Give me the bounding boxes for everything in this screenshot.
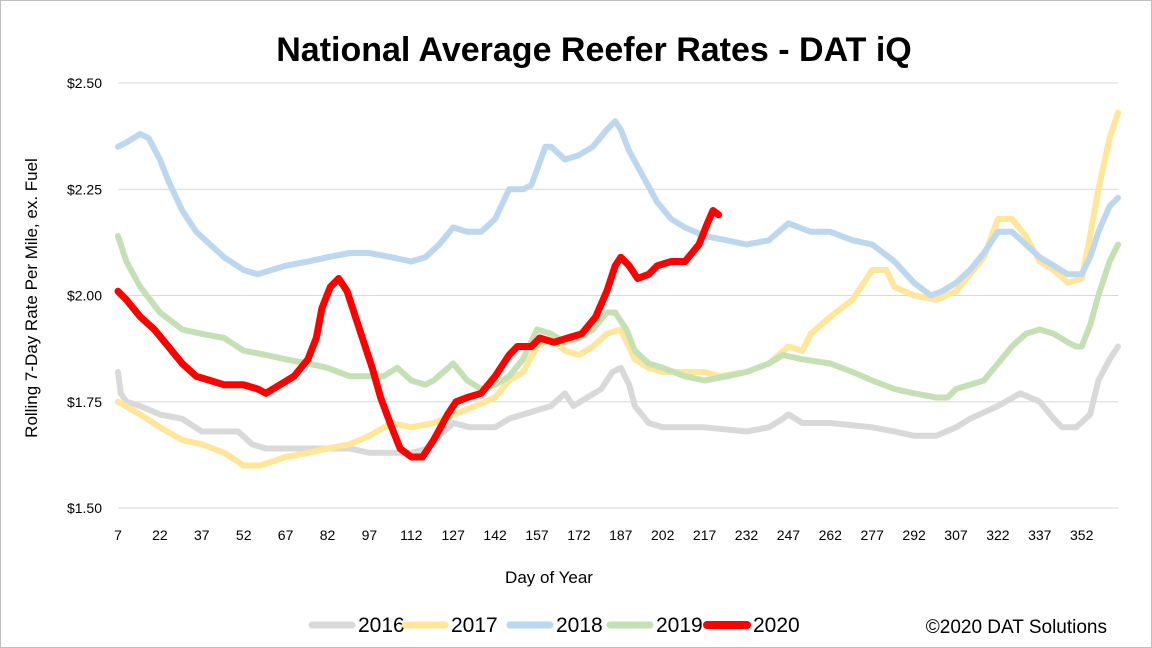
series-line-2020 — [114, 207, 723, 461]
x-tick-label: 127 — [442, 527, 466, 543]
x-tick-label: 352 — [1070, 527, 1094, 543]
y-tick-label: $2.25 — [67, 181, 102, 197]
x-tick-label: 277 — [861, 527, 885, 543]
x-tick-label: 67 — [278, 527, 294, 543]
series-line-2018 — [115, 118, 1121, 299]
y-tick-label: $2.00 — [67, 288, 102, 304]
legend-label-2017: 2017 — [451, 614, 498, 637]
x-tick-label: 307 — [944, 527, 968, 543]
gridlines — [118, 82, 1118, 509]
x-tick-label: 247 — [777, 527, 801, 543]
x-tick-label: 187 — [609, 527, 633, 543]
legend: 2016 2017 2018 2019 2020 — [308, 614, 800, 637]
x-tick-label: 52 — [236, 527, 252, 543]
x-tick-label: 112 — [400, 527, 423, 543]
x-tick-label: 172 — [567, 527, 591, 543]
chart-title: National Average Reefer Rates - DAT iQ — [276, 31, 911, 69]
x-tick-labels: 7 22 37 52 67 82 97 112 127 142 157 172 187 202 217 232… — [114, 527, 1093, 543]
x-tick-label: 7 — [114, 527, 122, 543]
x-tick-label: 337 — [1028, 527, 1052, 543]
legend-label-2020: 2020 — [753, 614, 800, 637]
x-tick-label: 97 — [362, 527, 378, 543]
x-tick-label: 22 — [152, 527, 168, 543]
y-tick-labels: $2.50 $2.25 $2.00 $1.75 $1.50 — [67, 75, 102, 516]
y-tick-label: $1.50 — [67, 500, 102, 516]
legend-label-2018: 2018 — [556, 614, 603, 637]
x-tick-label: 202 — [651, 527, 675, 543]
x-tick-label: 217 — [693, 527, 717, 543]
x-axis-label: Day of Year — [505, 568, 593, 587]
x-tick-label: 322 — [986, 527, 1010, 543]
x-tick-label: 142 — [483, 527, 507, 543]
series-line-2017 — [115, 109, 1121, 469]
series-line-2016 — [115, 343, 1121, 456]
x-tick-label: 82 — [320, 527, 336, 543]
copyright-annotation: ©2020 DAT Solutions — [926, 617, 1107, 638]
y-tick-label: $1.75 — [67, 394, 102, 410]
legend-label-2019: 2019 — [656, 614, 703, 637]
legend-label-2016: 2016 — [358, 614, 405, 637]
y-axis-label: Rolling 7-Day Rate Per Mile, ex. Fuel — [22, 158, 41, 438]
x-tick-label: 262 — [819, 527, 843, 543]
x-tick-label: 232 — [735, 527, 759, 543]
series-line-2019 — [115, 233, 1121, 401]
x-tick-label: 157 — [525, 527, 549, 543]
y-tick-label: $2.50 — [67, 75, 102, 91]
x-tick-label: 292 — [902, 527, 926, 543]
x-tick-label: 37 — [194, 527, 210, 543]
series-lines — [114, 109, 1121, 469]
